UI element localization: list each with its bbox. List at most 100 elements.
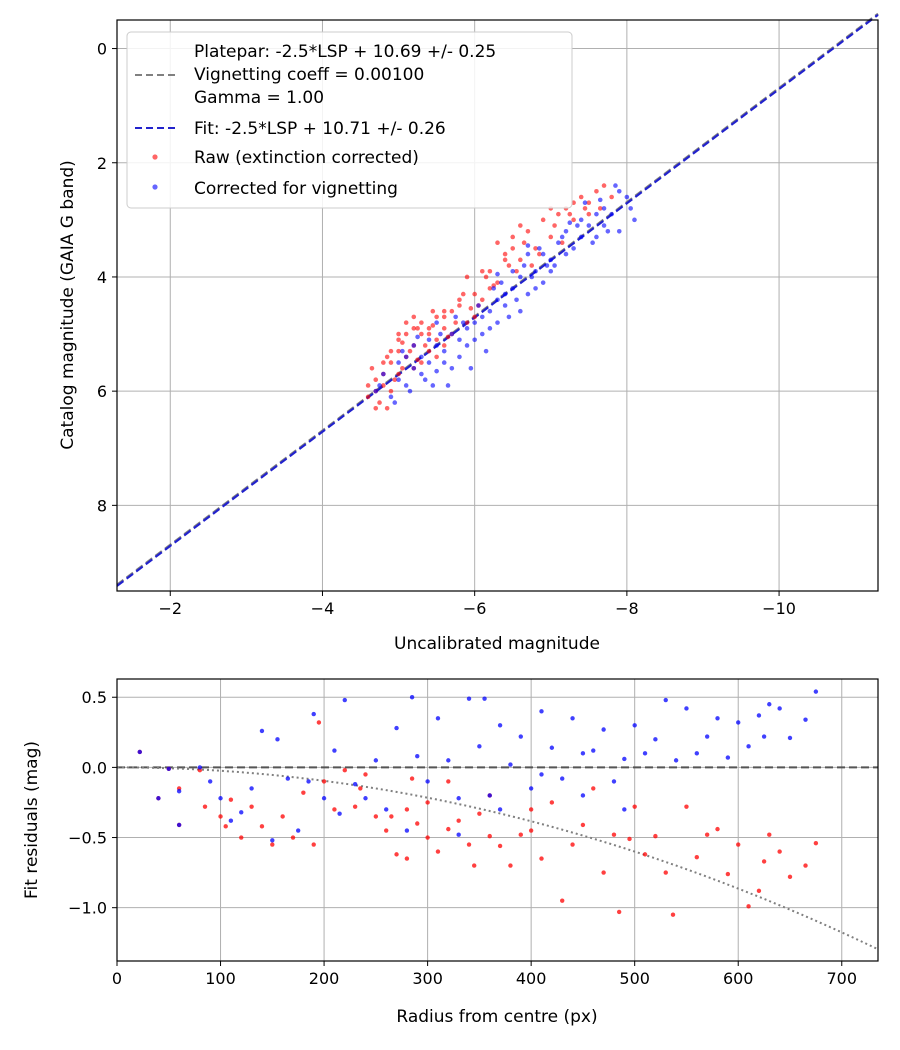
point-raw-extinction-corrected bbox=[419, 331, 424, 337]
point-corrected-for-vignetting bbox=[704, 734, 710, 739]
x-tick-label: 400 bbox=[516, 969, 547, 988]
point-corrected-for-vignetting bbox=[582, 200, 588, 206]
point-corrected-for-vignetting bbox=[578, 234, 584, 240]
point-corrected-for-vignetting bbox=[491, 286, 496, 291]
point-corrected-for-vignetting bbox=[446, 758, 451, 763]
bottom-plot-frame bbox=[116, 678, 879, 962]
point-corrected-for-vignetting bbox=[487, 308, 493, 314]
x-tick-label: 300 bbox=[412, 969, 443, 988]
point-corrected-for-vignetting bbox=[435, 716, 441, 721]
point-corrected-for-vignetting bbox=[400, 348, 405, 354]
bottom-scatter-points bbox=[137, 689, 819, 917]
point-corrected-for-vignetting bbox=[377, 383, 382, 388]
point-corrected-for-vignetting bbox=[306, 779, 311, 784]
point-raw-extinction-corrected bbox=[586, 200, 592, 206]
point-raw-extinction-corrected bbox=[457, 297, 462, 303]
point-raw-extinction-corrected bbox=[441, 308, 447, 314]
point-raw-extinction-corrected bbox=[539, 856, 544, 861]
point-corrected-for-vignetting bbox=[673, 758, 679, 763]
point-raw-extinction-corrected bbox=[403, 331, 409, 337]
point-raw-extinction-corrected bbox=[388, 360, 394, 365]
point-raw-extinction-corrected bbox=[611, 832, 617, 837]
point-corrected-for-vignetting bbox=[725, 755, 731, 760]
point-raw-extinction-corrected bbox=[464, 274, 470, 280]
point-corrected-for-vignetting bbox=[426, 360, 432, 365]
point-raw-extinction-corrected bbox=[464, 320, 470, 325]
point-corrected-for-vignetting bbox=[533, 268, 538, 274]
point-raw-extinction-corrected bbox=[537, 251, 542, 257]
point-raw-extinction-corrected bbox=[422, 343, 428, 348]
y-tick-label: −0.5 bbox=[68, 829, 107, 848]
legend-entry-vignetting: Vignetting coeff = 0.00100 bbox=[194, 65, 424, 85]
point-corrected-for-vignetting bbox=[601, 727, 606, 732]
point-raw-extinction-corrected bbox=[383, 828, 389, 833]
point-raw-extinction-corrected bbox=[694, 854, 700, 860]
point-raw-extinction-corrected bbox=[746, 904, 751, 909]
point-raw-extinction-corrected bbox=[567, 211, 573, 217]
point-corrected-for-vignetting bbox=[594, 211, 599, 217]
point-raw-extinction-corrected bbox=[403, 320, 409, 325]
point-corrected-for-vignetting bbox=[537, 246, 542, 251]
x-tick-label: −10 bbox=[762, 599, 796, 618]
point-raw-extinction-corrected bbox=[239, 835, 244, 840]
point-corrected-for-vignetting bbox=[472, 337, 477, 343]
point-raw-extinction-corrected bbox=[415, 326, 420, 331]
point-raw-extinction-corrected bbox=[570, 842, 575, 847]
point-corrected-for-vignetting bbox=[514, 297, 519, 303]
point-corrected-for-vignetting bbox=[373, 388, 379, 394]
point-corrected-for-vignetting bbox=[580, 751, 586, 756]
point-raw-extinction-corrected bbox=[472, 314, 477, 320]
point-raw-extinction-corrected bbox=[609, 194, 614, 200]
point-corrected-for-vignetting bbox=[518, 734, 523, 739]
point-corrected-for-vignetting bbox=[521, 263, 527, 268]
point-raw-extinction-corrected bbox=[518, 223, 523, 228]
point-corrected-for-vignetting bbox=[497, 723, 503, 728]
point-corrected-for-vignetting bbox=[518, 308, 523, 314]
point-corrected-for-vignetting bbox=[622, 756, 627, 762]
point-corrected-for-vignetting bbox=[559, 234, 565, 240]
point-corrected-for-vignetting bbox=[487, 793, 492, 798]
point-corrected-for-vignetting bbox=[540, 251, 546, 257]
x-tick-label: 500 bbox=[619, 969, 650, 988]
point-corrected-for-vignetting bbox=[176, 789, 182, 794]
point-raw-extinction-corrected bbox=[384, 405, 390, 411]
point-raw-extinction-corrected bbox=[388, 388, 394, 394]
point-corrected-for-vignetting bbox=[552, 263, 557, 268]
point-raw-extinction-corrected bbox=[483, 274, 489, 280]
point-raw-extinction-corrected bbox=[777, 849, 782, 854]
y-tick-label: 2 bbox=[97, 154, 107, 173]
point-corrected-for-vignetting bbox=[434, 343, 439, 348]
point-corrected-for-vignetting bbox=[594, 234, 599, 240]
point-corrected-for-vignetting bbox=[694, 751, 700, 756]
point-corrected-for-vignetting bbox=[411, 343, 417, 348]
point-corrected-for-vignetting bbox=[570, 716, 575, 721]
point-corrected-for-vignetting bbox=[466, 696, 472, 701]
point-corrected-for-vignetting bbox=[419, 354, 424, 360]
point-corrected-for-vignetting bbox=[533, 286, 538, 291]
point-corrected-for-vignetting bbox=[464, 326, 470, 331]
point-corrected-for-vignetting bbox=[403, 383, 409, 388]
point-raw-extinction-corrected bbox=[419, 320, 424, 325]
point-corrected-for-vignetting bbox=[197, 765, 203, 770]
point-corrected-for-vignetting bbox=[449, 331, 455, 337]
point-corrected-for-vignetting bbox=[396, 360, 401, 365]
legend-box bbox=[126, 31, 573, 209]
point-raw-extinction-corrected bbox=[270, 842, 275, 847]
point-raw-extinction-corrected bbox=[430, 323, 436, 328]
point-corrected-for-vignetting bbox=[483, 348, 489, 354]
point-raw-extinction-corrected bbox=[560, 898, 565, 903]
point-corrected-for-vignetting bbox=[624, 194, 630, 200]
point-corrected-for-vignetting bbox=[422, 377, 428, 383]
point-raw-extinction-corrected bbox=[396, 348, 401, 354]
point-raw-extinction-corrected bbox=[409, 776, 415, 781]
point-corrected-for-vignetting bbox=[332, 748, 337, 753]
point-raw-extinction-corrected bbox=[453, 320, 458, 325]
point-raw-extinction-corrected bbox=[787, 874, 793, 880]
point-raw-extinction-corrected bbox=[582, 206, 588, 211]
point-raw-extinction-corrected bbox=[373, 377, 379, 383]
point-raw-extinction-corrected bbox=[373, 814, 379, 819]
y-tick-label: 4 bbox=[97, 268, 107, 287]
point-corrected-for-vignetting bbox=[653, 737, 658, 742]
point-raw-extinction-corrected bbox=[506, 263, 512, 268]
